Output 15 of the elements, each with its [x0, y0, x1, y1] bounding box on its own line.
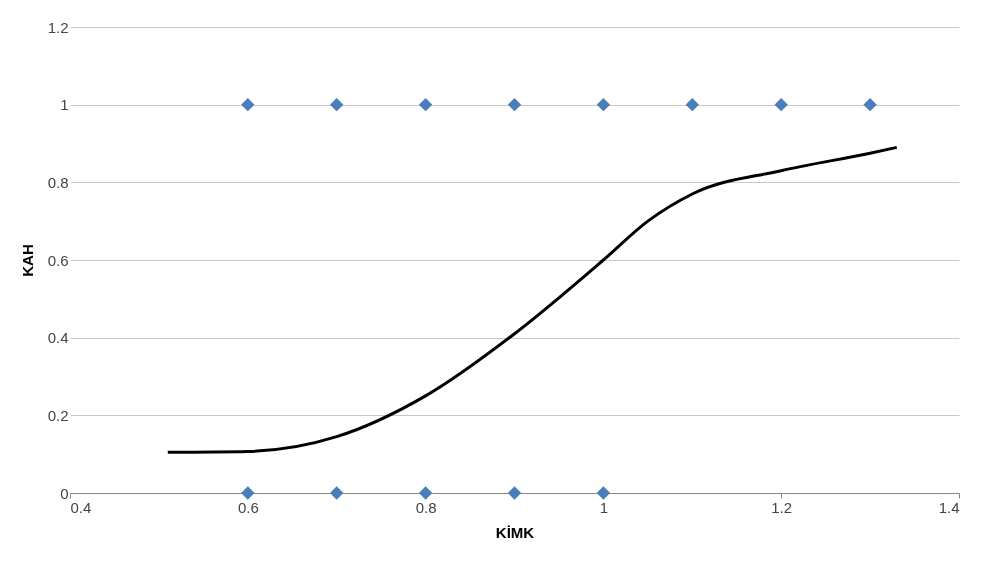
x-tick-label: 1	[599, 498, 609, 516]
y-tick-label: 0.8	[47, 173, 69, 191]
y-tick-label: 0.2	[47, 406, 69, 424]
line-series	[166, 145, 899, 454]
y-tick-label: 0	[60, 484, 69, 502]
x-axis-title: KİMK	[495, 523, 535, 541]
x-tick-label: 1.4	[938, 498, 960, 516]
y-tick-label: 0.4	[47, 329, 69, 347]
y-tick-label: 1	[60, 96, 69, 114]
y-tick-label: 0.6	[47, 251, 69, 269]
y-tick-label: 1.2	[47, 18, 69, 36]
x-tick-label: 1.2	[771, 498, 793, 516]
x-tick-label: 0.8	[415, 498, 437, 516]
x-tick-label: 0.6	[237, 498, 259, 516]
y-axis-title: KAH	[18, 244, 36, 277]
